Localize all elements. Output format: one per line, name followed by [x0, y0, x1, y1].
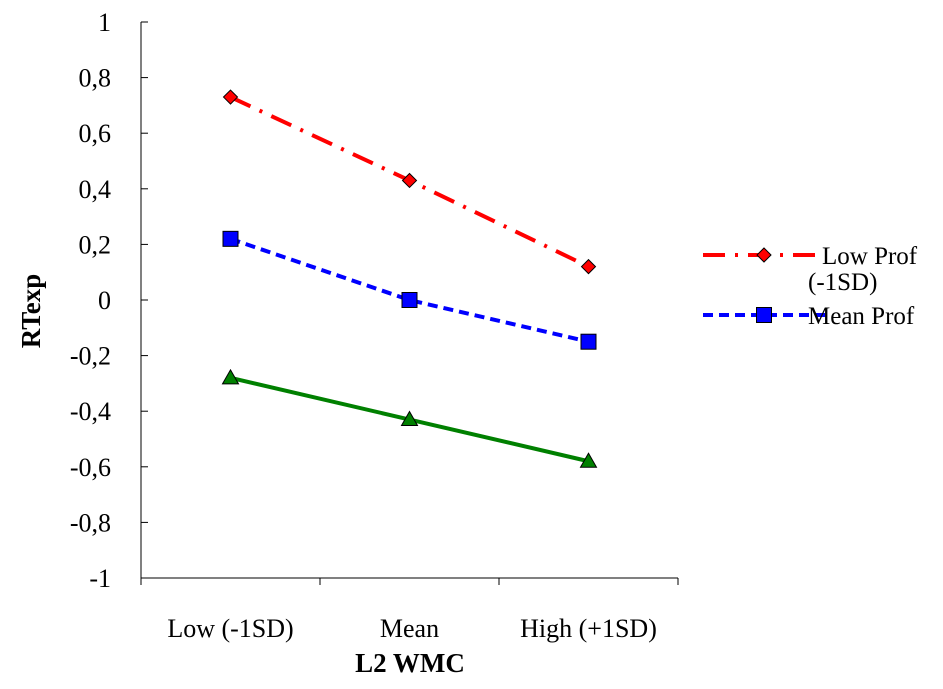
y-axis-title: RTexp: [16, 274, 46, 349]
legend-entry-1: Low Prof(-1SD): [703, 243, 918, 296]
y-tick-label: 0,2: [79, 230, 112, 259]
legend-label: Mean Prof: [808, 303, 915, 330]
data-point: [580, 258, 597, 275]
x-tick-label: Mean: [380, 614, 439, 643]
y-tick-label: 0,6: [79, 119, 112, 148]
legend-label: (-1SD): [808, 269, 877, 296]
y-tick-label: -0,2: [70, 342, 111, 371]
legend-marker: [756, 247, 772, 263]
y-tick-label: 0,8: [79, 64, 112, 93]
y-tick-label: -0,4: [70, 397, 111, 426]
series-2: [222, 230, 597, 350]
y-ticks: 1 0,8 0,6 0,4 0,2 0 -0,2 -0,4 -0,6 -0,8 -1: [70, 8, 148, 593]
x-tick-label: Low (-1SD): [167, 614, 293, 643]
data-point: [400, 410, 419, 427]
data-point: [401, 292, 418, 308]
series-3: [221, 368, 598, 468]
y-tick-label: 0: [98, 286, 111, 315]
series-1: [222, 89, 597, 275]
series-group: [221, 89, 598, 468]
y-tick-label: -0,8: [70, 508, 111, 537]
data-point: [222, 89, 239, 105]
y-tick-label: -0,6: [70, 453, 111, 482]
y-tick-label: -1: [89, 564, 111, 593]
series-line: [229, 236, 589, 344]
data-point: [221, 368, 240, 385]
data-point: [222, 230, 239, 247]
x-ticks: Low (-1SD) Mean High (+1SD): [140, 578, 679, 643]
legend-marker: [756, 307, 772, 323]
data-point: [401, 172, 418, 189]
x-axis-title: L2 WMC: [355, 648, 465, 678]
legend: Low Prof(-1SD) Mean Prof: [703, 243, 918, 330]
legend-label: Low Prof: [822, 243, 918, 270]
y-tick-label: 0,4: [79, 175, 112, 204]
x-tick-label: High (+1SD): [520, 614, 657, 643]
data-point: [579, 452, 598, 468]
legend-entry-2: Mean Prof: [703, 303, 915, 330]
data-point: [580, 333, 597, 350]
y-tick-label: 1: [98, 8, 111, 37]
